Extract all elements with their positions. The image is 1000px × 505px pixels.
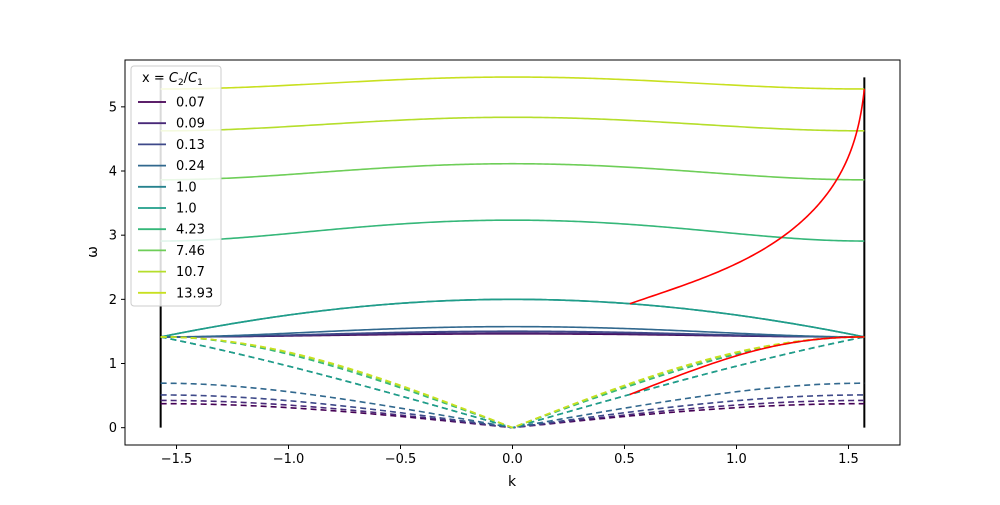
optical-branch-8 (160, 116, 865, 132)
legend-item: 10.7 (138, 265, 205, 280)
legend-label: 0.24 (176, 159, 205, 174)
legend-label: 0.13 (176, 138, 205, 153)
critical-curve-upper (629, 88, 866, 305)
legend-item: 0.07 (138, 96, 205, 111)
legend-box (130, 65, 222, 307)
critical-curve-lower (629, 336, 865, 396)
x-axis-label: k (508, 474, 517, 490)
y-tick-label: 5 (109, 100, 117, 115)
optical-branch-9 (160, 76, 865, 90)
legend-item: 0.09 (138, 117, 205, 132)
legend-label: 0.09 (176, 117, 205, 132)
y-axis-label: ω (85, 246, 101, 258)
y-tick-label: 2 (109, 293, 117, 308)
y-axis: 0 1 2 3 4 5 (109, 100, 125, 436)
x-tick-label: 0.0 (502, 452, 523, 467)
x-tick-label: −0.5 (385, 452, 417, 467)
series-9 (160, 76, 865, 429)
acoustic-branch-9 (160, 336, 865, 429)
legend-item: 4.23 (138, 223, 205, 238)
legend-label: 13.93 (176, 286, 213, 301)
plot-layer (159, 76, 866, 429)
legend-label: 1.0 (176, 202, 197, 217)
legend-label: 7.46 (176, 244, 205, 259)
legend-label: 4.23 (176, 223, 205, 238)
legend-item: 0.13 (138, 138, 205, 153)
y-tick-label: 1 (109, 357, 117, 372)
x-tick-label: −1.5 (161, 452, 193, 467)
y-tick-label: 0 (109, 421, 117, 436)
legend-item: 1.0 (138, 202, 197, 217)
legend-label: 10.7 (176, 265, 205, 280)
legend-item: 13.93 (138, 286, 213, 301)
legend-title: x = C2/C1 (142, 71, 203, 88)
legend-item: 0.24 (138, 159, 205, 174)
optical-branch-5 (160, 298, 865, 338)
optical-branch-6 (160, 219, 865, 242)
optical-branch-3 (160, 325, 865, 338)
x-axis: −1.5 −1.0 −0.5 0.0 0.5 1.0 1.5 (161, 445, 859, 467)
x-tick-label: −1.0 (273, 452, 305, 467)
legend-label: 0.07 (176, 96, 205, 111)
legend-label: 1.0 (176, 180, 197, 195)
optical-branch-7 (160, 162, 865, 181)
legend: x = C2/C1 0.07 0.09 0.13 0.24 1.0 1.0 4.23 7.46… (130, 65, 222, 307)
legend-items: 0.07 0.09 0.13 0.24 1.0 1.0 4.23 7.46 10.7 13.93 (138, 96, 213, 301)
y-tick-label: 3 (109, 229, 117, 244)
x-tick-label: 1.5 (838, 452, 859, 467)
x-tick-label: 1.0 (726, 452, 747, 467)
optical-branch-2 (160, 330, 865, 338)
y-tick-label: 4 (109, 165, 117, 180)
legend-item: 1.0 (138, 180, 197, 195)
legend-item: 7.46 (138, 244, 205, 259)
x-tick-label: 0.5 (614, 452, 635, 467)
